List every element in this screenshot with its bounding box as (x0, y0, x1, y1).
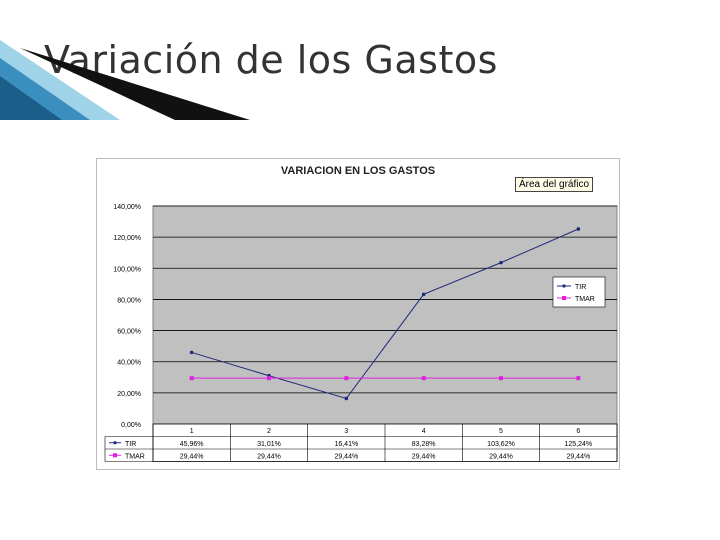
table-series-name: TMAR (125, 453, 145, 460)
slide-title: Variación de los Gastos (44, 38, 498, 82)
data-label: 31,01% (257, 441, 281, 448)
x-tick-label: 2 (267, 428, 271, 435)
x-tick-label: 3 (344, 428, 348, 435)
y-tick-label: 80,00% (117, 297, 141, 304)
chart-frame[interactable]: VARIACION EN LOS GASTOS Área del gráfico… (96, 158, 620, 470)
x-tick-label: 1 (190, 428, 194, 435)
data-label: 16,41% (334, 441, 358, 448)
table-legend-marker (113, 441, 117, 445)
point-tir (421, 292, 426, 297)
data-label: 103,62% (487, 441, 515, 448)
point-tir (189, 350, 194, 355)
x-tick-label: 4 (422, 428, 426, 435)
data-label: 29,44% (489, 453, 513, 460)
x-tick-label: 5 (499, 428, 503, 435)
y-tick-label: 60,00% (117, 329, 141, 336)
x-tick-label: 6 (576, 428, 580, 435)
legend-marker (562, 284, 566, 288)
chart-area-tooltip: Área del gráfico (515, 177, 594, 192)
chart-title: VARIACION EN LOS GASTOS (280, 165, 436, 177)
y-tick-label: 0,00% (121, 422, 141, 429)
data-label: 29,44% (257, 453, 281, 460)
data-label: 83,28% (412, 441, 436, 448)
data-label: 125,24% (565, 441, 593, 448)
y-tick-label: 140,00% (113, 204, 141, 211)
y-tick-label: 120,00% (113, 235, 141, 242)
series-line-tir (191, 228, 579, 400)
point-tmar (267, 376, 271, 381)
point-tmar (576, 376, 581, 381)
table-series-name: TIR (125, 441, 136, 448)
data-label: 29,44% (180, 453, 204, 460)
y-tick-label: 40,00% (117, 360, 141, 367)
data-label: 29,44% (412, 453, 436, 460)
data-label: 29,44% (566, 453, 590, 460)
point-tmar (344, 376, 349, 381)
legend-box (552, 276, 606, 308)
point-tmar (189, 376, 194, 381)
legend-label: TMAR (575, 296, 595, 303)
line-chart: 0,00% 20,00% 40,00% 60,00% 80,00% 100,00% 120,… (104, 204, 618, 462)
point-tir (344, 396, 349, 401)
table-legend-marker (113, 453, 117, 458)
point-tir (576, 227, 581, 231)
y-tick-label: 100,00% (113, 266, 141, 273)
y-tick-label: 20,00% (117, 391, 141, 398)
legend-label: TIR (575, 284, 586, 291)
plot-area (152, 205, 618, 425)
point-tmar (421, 376, 426, 381)
data-label: 29,44% (334, 453, 358, 460)
point-tmar (499, 376, 503, 381)
data-label: 45,96% (180, 441, 204, 448)
legend-marker (562, 296, 566, 300)
corner-decoration (0, 40, 250, 120)
point-tir (499, 260, 503, 265)
